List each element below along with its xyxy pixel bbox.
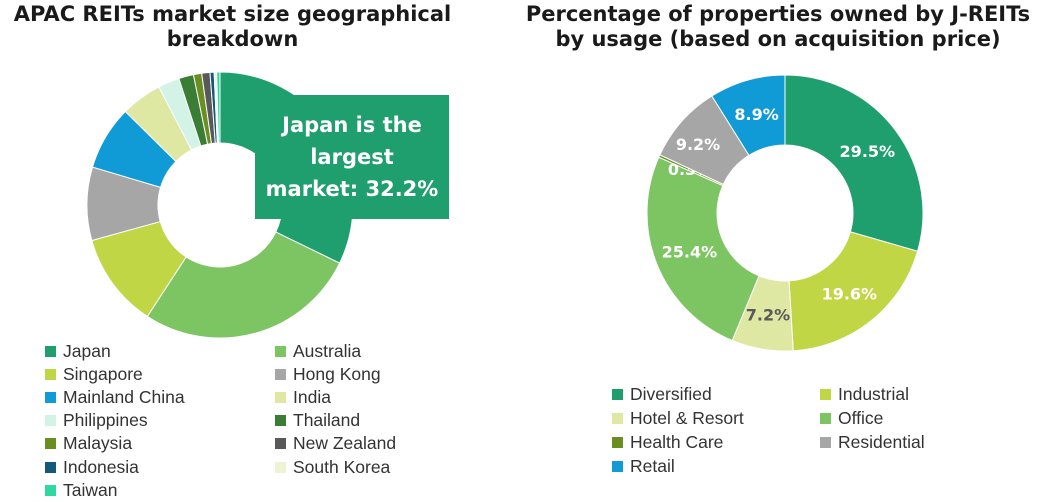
apac-legend-label: Singapore [63,363,143,384]
jreits-legend-label: Retail [630,455,675,476]
jreits-legend-swatch [612,412,623,424]
jreits-slice-retail [711,74,786,157]
apac-legend-swatch [45,368,56,380]
apac-legend-item-new-zealand: New Zealand [275,433,396,455]
jreits-legend-item-retail: Retail [612,455,675,477]
apac-legend-label: New Zealand [293,433,397,454]
jreits-label-office: 25.4% [662,242,718,261]
apac-legend-item-singapore: Singapore [45,363,143,385]
apac-legend-label: Hong Kong [293,363,381,384]
apac-legend-item-thailand: Thailand [275,410,360,432]
jreits-label-retail: 8.9% [734,105,778,124]
jreits-label-hotel-and-resort: 7.2% [746,306,790,325]
chart-title-jreits-usage: Percentage of properties owned by J-REIT… [525,2,1031,51]
jreits-legend-item-residential: Residential [820,431,925,453]
apac-legend-swatch [275,345,286,357]
apac-legend-item-mainland-china: Mainland China [45,386,185,408]
apac-legend-item-philippines: Philippines [45,410,148,432]
apac-slice-taiwan [216,71,221,144]
jreits-legend-swatch [820,436,831,448]
jreits-label-industrial: 19.6% [822,284,878,303]
jreits-legend-item-hotel-and-resort: Hotel & Resort [612,407,744,429]
jreits-legend-label: Hotel & Resort [630,407,744,428]
jreits-legend-swatch [612,460,623,472]
jreits-label-diversified: 29.5% [840,142,896,161]
apac-legend-label: India [293,386,331,407]
japan-largest-market-callout: Japan is the largest market: 32.2% [255,95,449,219]
jreits-legend-item-office: Office [820,407,883,429]
jreits-legend-label: Residential [838,431,925,452]
apac-legend-label: Australia [293,340,362,361]
apac-legend-label: Malaysia [63,433,133,454]
apac-legend-swatch [275,461,286,473]
jreits-label-residential: 9.2% [676,135,720,154]
apac-legend-item-taiwan: Taiwan [45,479,117,501]
chart-title-apac-reits: APAC REITs market size geographical brea… [13,2,452,51]
apac-legend-swatch [275,415,286,427]
apac-legend-swatch [45,484,56,496]
apac-legend-swatch [45,391,56,403]
jreits-legend-swatch [820,388,831,400]
apac-legend-swatch [275,368,286,380]
jreits-usage-donut-chart: 29.5%19.6%7.2%25.4%0.3%9.2%8.9% [646,74,924,352]
apac-slice-australia [146,231,341,339]
apac-legend-label: Taiwan [63,479,118,500]
jreits-slice-industrial [788,231,919,352]
jreits-legend-swatch [612,436,623,448]
apac-legend-item-indonesia: Indonesia [45,456,139,478]
jreits-legend-swatch [820,412,831,424]
apac-legend-item-japan: Japan [45,340,111,362]
jreits-legend-item-health-care: Health Care [612,431,723,453]
jreits-legend-label: Diversified [630,383,712,404]
apac-legend-label: Indonesia [63,456,139,477]
apac-legend-label: South Korea [293,456,391,477]
apac-legend-item-australia: Australia [275,340,361,362]
jreits-legend-label: Health Care [630,431,724,452]
jreits-legend-item-diversified: Diversified [612,383,712,405]
jreits-legend-label: Office [838,407,884,428]
apac-legend-label: Thailand [293,410,361,431]
apac-legend-item-hong-kong: Hong Kong [275,363,381,385]
apac-legend-swatch [45,438,56,450]
jreits-legend-item-industrial: Industrial [820,383,909,405]
apac-legend-item-india: India [275,386,331,408]
apac-legend-swatch [275,438,286,450]
apac-legend-swatch [45,415,56,427]
apac-legend-item-malaysia: Malaysia [45,433,132,455]
apac-legend-swatch [275,391,286,403]
apac-legend-swatch [45,461,56,473]
jreits-slice-diversified [784,74,924,252]
apac-legend-swatch [45,345,56,357]
apac-legend-label: Japan [63,340,111,361]
apac-legend-item-south-korea: South Korea [275,456,390,478]
jreits-legend-swatch [612,388,623,400]
jreits-legend-label: Industrial [838,383,910,404]
apac-legend-label: Mainland China [63,386,185,407]
jreits-slice-office [646,156,760,342]
apac-legend-label: Philippines [63,410,148,431]
